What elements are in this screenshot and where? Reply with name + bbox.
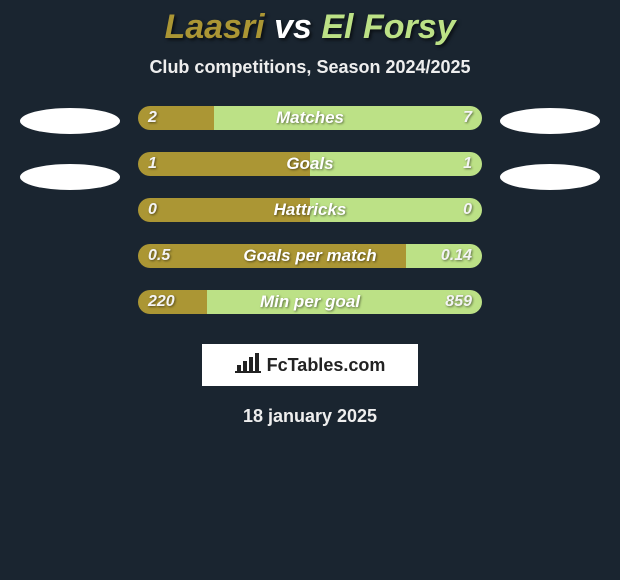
stat-value-right: 0	[463, 198, 472, 222]
stat-label: Hattricks	[274, 198, 347, 222]
stat-value-right: 1	[463, 152, 472, 176]
stat-bar-left	[138, 152, 310, 176]
stat-value-right: 0.14	[441, 244, 472, 268]
page-title: Laasri vs El Forsy	[0, 8, 620, 47]
stat-value-left: 0.5	[148, 244, 170, 268]
logo-text: FcTables.com	[267, 355, 386, 376]
stat-label: Matches	[276, 106, 344, 130]
stat-label: Goals	[286, 152, 333, 176]
stat-bars: 2 7 Matches 1 1 Goals 0 0 Hattricks 0.5 0.14 Goals …	[138, 106, 482, 314]
stat-row: 220 859 Min per goal	[138, 290, 482, 314]
stat-label: Goals per match	[243, 244, 376, 268]
stat-row: 0 0 Hattricks	[138, 198, 482, 222]
stat-row: 0.5 0.14 Goals per match	[138, 244, 482, 268]
subtitle: Club competitions, Season 2024/2025	[0, 57, 620, 78]
stat-value-left: 220	[148, 290, 175, 314]
stats-area: 2 7 Matches 1 1 Goals 0 0 Hattricks 0.5 0.14 Goals …	[0, 106, 620, 314]
avatar-placeholder	[500, 108, 600, 134]
vs-text: vs	[274, 8, 312, 46]
stat-value-left: 2	[148, 106, 157, 130]
team-placeholder	[20, 164, 120, 190]
stat-row: 2 7 Matches	[138, 106, 482, 130]
stat-bar-right	[214, 106, 482, 130]
stat-row: 1 1 Goals	[138, 152, 482, 176]
stat-value-right: 7	[463, 106, 472, 130]
date-label: 18 january 2025	[0, 406, 620, 427]
stat-value-right: 859	[445, 290, 472, 314]
source-logo: FcTables.com	[202, 344, 418, 386]
stat-value-left: 1	[148, 152, 157, 176]
avatar-placeholder	[20, 108, 120, 134]
stat-value-left: 0	[148, 198, 157, 222]
player1-name: Laasri	[164, 8, 264, 46]
team-placeholder	[500, 164, 600, 190]
stat-label: Min per goal	[260, 290, 360, 314]
left-avatar-col	[20, 106, 120, 190]
right-avatar-col	[500, 106, 600, 190]
bar-chart-icon	[235, 353, 261, 378]
stat-bar-right	[310, 152, 482, 176]
comparison-infographic: Laasri vs El Forsy Club competitions, Se…	[0, 0, 620, 427]
player2-name: El Forsy	[321, 8, 455, 46]
